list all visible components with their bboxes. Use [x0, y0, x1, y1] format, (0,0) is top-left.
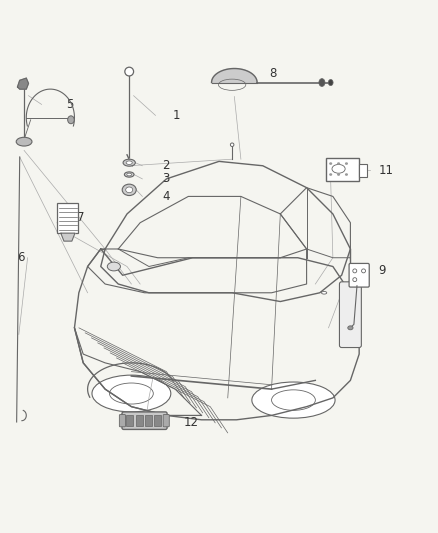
Ellipse shape	[332, 165, 345, 173]
FancyBboxPatch shape	[119, 415, 125, 427]
Text: 9: 9	[378, 264, 385, 277]
Text: 2: 2	[162, 159, 170, 172]
Ellipse shape	[252, 382, 335, 418]
Ellipse shape	[16, 138, 32, 146]
Ellipse shape	[353, 269, 357, 273]
FancyBboxPatch shape	[154, 415, 161, 426]
Ellipse shape	[345, 173, 348, 176]
Ellipse shape	[337, 173, 340, 176]
Ellipse shape	[126, 161, 132, 165]
Text: 7: 7	[77, 211, 84, 223]
Ellipse shape	[328, 79, 333, 86]
Text: 3: 3	[162, 172, 170, 185]
FancyBboxPatch shape	[122, 412, 167, 430]
Text: 12: 12	[184, 416, 199, 430]
Ellipse shape	[321, 292, 327, 294]
Ellipse shape	[123, 159, 135, 166]
Polygon shape	[61, 233, 75, 241]
Text: 1: 1	[173, 109, 180, 122]
Ellipse shape	[125, 67, 134, 76]
Ellipse shape	[329, 162, 332, 165]
Ellipse shape	[353, 278, 357, 281]
Polygon shape	[212, 69, 257, 83]
Ellipse shape	[127, 173, 131, 176]
FancyBboxPatch shape	[57, 204, 78, 233]
Text: 8: 8	[269, 67, 277, 80]
FancyBboxPatch shape	[349, 263, 369, 287]
Ellipse shape	[348, 326, 353, 330]
FancyBboxPatch shape	[339, 282, 361, 348]
FancyBboxPatch shape	[326, 158, 359, 181]
Text: 6: 6	[17, 251, 24, 264]
Ellipse shape	[107, 262, 120, 271]
Ellipse shape	[361, 269, 365, 273]
Ellipse shape	[126, 187, 133, 193]
FancyBboxPatch shape	[359, 165, 367, 177]
Ellipse shape	[230, 143, 234, 147]
Ellipse shape	[110, 383, 153, 404]
Ellipse shape	[92, 375, 171, 412]
Polygon shape	[18, 78, 28, 89]
Text: 11: 11	[379, 164, 394, 176]
Ellipse shape	[67, 116, 74, 124]
Ellipse shape	[345, 162, 348, 165]
Ellipse shape	[122, 184, 136, 196]
Ellipse shape	[337, 162, 340, 165]
FancyBboxPatch shape	[127, 415, 133, 426]
Ellipse shape	[272, 390, 315, 410]
FancyBboxPatch shape	[145, 415, 152, 426]
FancyBboxPatch shape	[136, 415, 143, 426]
FancyBboxPatch shape	[163, 415, 170, 427]
Ellipse shape	[319, 78, 325, 86]
Ellipse shape	[329, 173, 332, 176]
Text: 4: 4	[162, 190, 170, 203]
Text: 5: 5	[66, 98, 73, 111]
Ellipse shape	[124, 172, 134, 177]
